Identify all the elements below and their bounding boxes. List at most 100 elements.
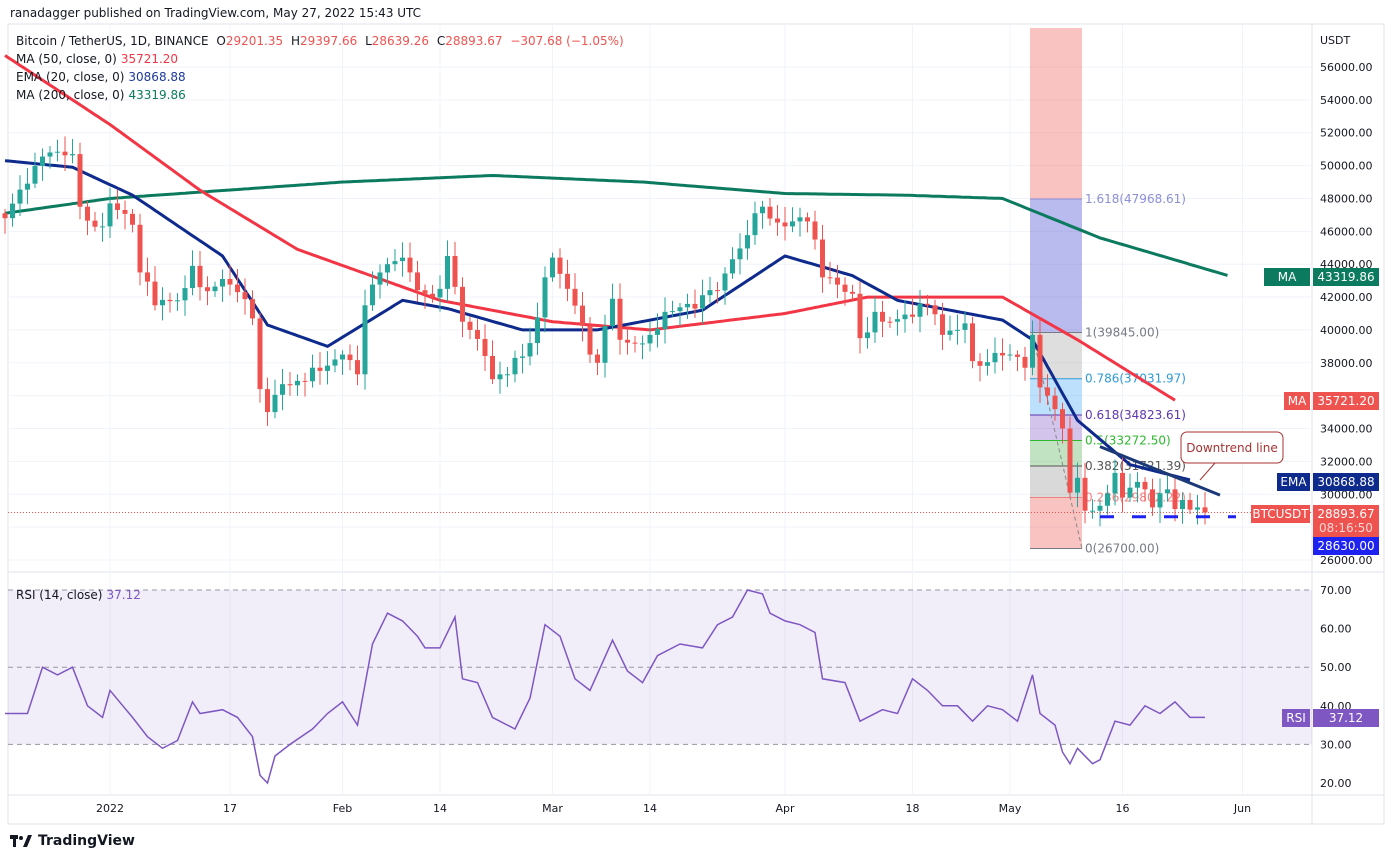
fib-zone: [1030, 497, 1082, 549]
ma50-tag-bg: [1284, 392, 1310, 410]
ma200-price-label-text: 43319.86: [1317, 270, 1374, 284]
ohlc-high: H29397.66: [291, 34, 357, 48]
candle-body: [1187, 500, 1193, 510]
candle: [122, 200, 128, 230]
candle: [152, 266, 158, 311]
candle: [1157, 478, 1163, 524]
candle: [167, 292, 173, 313]
candle-body: [370, 284, 375, 306]
candle-body: [325, 365, 330, 371]
symbol-name: Bitcoin / TetherUS, 1D, BINANCE: [16, 34, 209, 48]
candle-body: [670, 311, 675, 313]
tradingview-logo[interactable]: TradingView: [10, 833, 135, 849]
rsi-tick-label: 60.00: [1320, 623, 1352, 636]
candle-body: [430, 293, 435, 298]
candle-body: [1015, 354, 1020, 357]
candle: [827, 261, 833, 285]
candle: [197, 251, 203, 301]
price-tick-label: 44000.00: [1320, 258, 1373, 271]
rsi-legend[interactable]: RSI (14, close) 37.12: [16, 588, 145, 602]
candle: [1202, 491, 1208, 525]
candle: [602, 314, 608, 378]
candle: [302, 372, 308, 397]
ma200-legend[interactable]: MA (200, close, 0) 43319.86: [16, 88, 190, 102]
ma200-tag-text: MA: [1278, 270, 1297, 284]
candle: [10, 193, 15, 227]
candle-body: [175, 300, 180, 302]
candle-body: [62, 151, 68, 156]
candle: [730, 247, 735, 279]
candle-body: [587, 325, 593, 355]
ma50-legend[interactable]: MA (50, close, 0) 35721.20: [16, 52, 182, 66]
ema20-line: [4, 159, 1191, 482]
time-tick-label: May: [999, 802, 1022, 815]
ema-tag-text: EMA: [1280, 475, 1307, 489]
candle-body: [137, 224, 143, 273]
candle: [25, 168, 30, 205]
candle-body: [692, 303, 698, 309]
ema-price-label: 30868.88: [1313, 473, 1379, 491]
candle: [295, 374, 300, 396]
candle-body: [1120, 472, 1125, 498]
candle: [902, 300, 908, 333]
candle-body: [235, 284, 240, 293]
candle: [1112, 459, 1118, 506]
ema20-legend[interactable]: EMA (20, close, 0) 30868.88: [16, 70, 190, 84]
candle: [820, 224, 825, 293]
candle-body: [1157, 493, 1163, 508]
fib-level-label: 0(26700.00): [1085, 541, 1159, 555]
candle: [512, 350, 518, 383]
candle-body: [572, 288, 578, 306]
candle: [130, 208, 135, 233]
candle-body: [887, 321, 893, 323]
change-value: −307.68 (−1.05%): [510, 34, 624, 48]
candle: [797, 207, 803, 237]
candle-body: [40, 156, 45, 166]
candle: [317, 352, 323, 385]
time-tick-label: 16: [1116, 802, 1130, 815]
support-price-label-bg: [1313, 537, 1379, 555]
high-value: 29397.66: [299, 34, 358, 48]
candle: [347, 344, 353, 371]
candle: [227, 264, 233, 296]
rsi-tick-label: 20.00: [1320, 777, 1352, 790]
ohlc-low: L28639.26: [365, 34, 429, 48]
candle: [1045, 374, 1050, 405]
candle-body: [287, 384, 293, 386]
candle: [160, 287, 165, 321]
candle: [265, 377, 270, 426]
candle-body: [632, 342, 638, 344]
time-tick-label: 14: [643, 802, 657, 815]
ma50-price-label-bg: [1313, 392, 1379, 410]
downtrend-callout: Downtrend line: [1180, 431, 1284, 481]
candle-body: [932, 305, 938, 315]
candle-body: [1105, 493, 1110, 506]
candle: [445, 240, 450, 302]
candle-body: [1075, 477, 1080, 493]
candle: [647, 321, 653, 352]
candle-body: [895, 319, 900, 322]
ma200-label: MA (200, close, 0): [16, 88, 125, 102]
ema-tag: EMA: [1277, 473, 1310, 491]
candle-body: [527, 343, 533, 357]
candle-body: [940, 314, 945, 335]
chart-frame: [7, 23, 1385, 825]
candle: [205, 276, 210, 306]
time-tick-label: 17: [223, 802, 237, 815]
candle-body: [377, 272, 383, 285]
ohlc-close: C28893.67: [437, 34, 503, 48]
candle-body: [2, 213, 8, 219]
candle: [992, 337, 998, 374]
candle: [865, 316, 870, 349]
candle-body: [310, 367, 315, 382]
tradingview-logo-icon: [10, 835, 32, 847]
candle: [340, 350, 345, 375]
candle: [1142, 477, 1148, 502]
candle-body: [152, 281, 158, 306]
candle-body: [205, 287, 210, 292]
candle: [377, 264, 383, 299]
candle-body: [122, 209, 128, 214]
